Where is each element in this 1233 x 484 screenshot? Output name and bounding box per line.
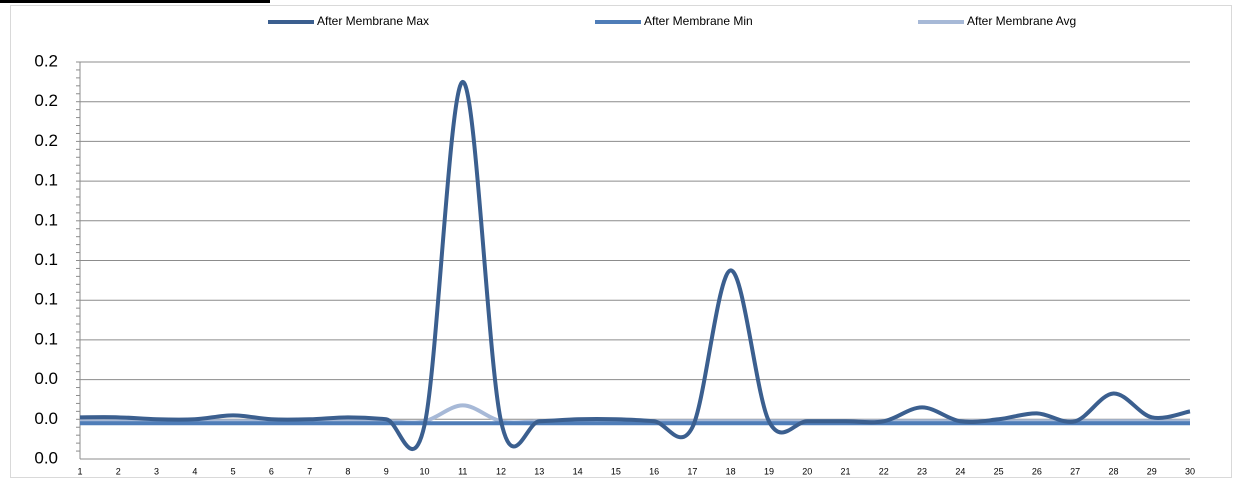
x-tick-label: 24 bbox=[955, 466, 965, 476]
x-tick-label: 23 bbox=[917, 466, 927, 476]
y-tick-label: 0.1 bbox=[34, 171, 58, 190]
chart-border bbox=[10, 5, 1232, 478]
x-tick-label: 18 bbox=[726, 466, 736, 476]
x-tick-label: 3 bbox=[154, 466, 159, 476]
series-line bbox=[79, 79, 1191, 452]
y-tick-label: 0.0 bbox=[34, 369, 58, 388]
x-tick-label: 9 bbox=[384, 466, 389, 476]
x-tick-label: 19 bbox=[764, 466, 774, 476]
y-tick-label: 0.2 bbox=[34, 51, 58, 70]
x-tick-label: 16 bbox=[649, 466, 659, 476]
x-tick-label: 17 bbox=[687, 466, 697, 476]
legend-label: After Membrane Max bbox=[317, 14, 429, 28]
header-bar bbox=[0, 0, 270, 3]
x-tick-label: 8 bbox=[345, 466, 350, 476]
x-tick-label: 1 bbox=[77, 466, 82, 476]
y-tick-label: 0.1 bbox=[34, 250, 58, 269]
x-tick-label: 10 bbox=[419, 466, 429, 476]
x-tick-label: 11 bbox=[458, 466, 467, 476]
x-tick-label: 4 bbox=[192, 466, 197, 476]
x-tick-label: 29 bbox=[1147, 466, 1157, 476]
x-tick-label: 21 bbox=[841, 466, 851, 476]
x-tick-label: 6 bbox=[269, 466, 274, 476]
legend-label: After Membrane Min bbox=[644, 14, 753, 28]
x-tick-label: 27 bbox=[1070, 466, 1080, 476]
x-tick-label: 13 bbox=[534, 466, 544, 476]
x-tick-label: 5 bbox=[231, 466, 236, 476]
y-tick-label: 0.0 bbox=[34, 448, 58, 467]
y-tick-label: 0.2 bbox=[34, 91, 58, 110]
legend-label: After Membrane Avg bbox=[967, 14, 1076, 28]
y-tick-label: 0.1 bbox=[34, 290, 58, 309]
y-tick-label: 0.1 bbox=[34, 329, 58, 348]
x-tick-label: 25 bbox=[994, 466, 1004, 476]
x-tick-label: 22 bbox=[879, 466, 889, 476]
y-tick-label: 0.1 bbox=[34, 210, 58, 229]
x-tick-label: 28 bbox=[1108, 466, 1118, 476]
x-tick-label: 30 bbox=[1185, 466, 1195, 476]
x-tick-label: 7 bbox=[307, 466, 312, 476]
x-tick-label: 2 bbox=[116, 466, 121, 476]
y-tick-label: 0.0 bbox=[34, 409, 58, 428]
y-tick-label: 0.2 bbox=[34, 131, 58, 150]
x-tick-label: 20 bbox=[802, 466, 812, 476]
x-tick-label: 26 bbox=[1032, 466, 1042, 476]
x-tick-label: 12 bbox=[496, 466, 506, 476]
x-tick-label: 15 bbox=[611, 466, 621, 476]
x-tick-label: 14 bbox=[573, 466, 583, 476]
